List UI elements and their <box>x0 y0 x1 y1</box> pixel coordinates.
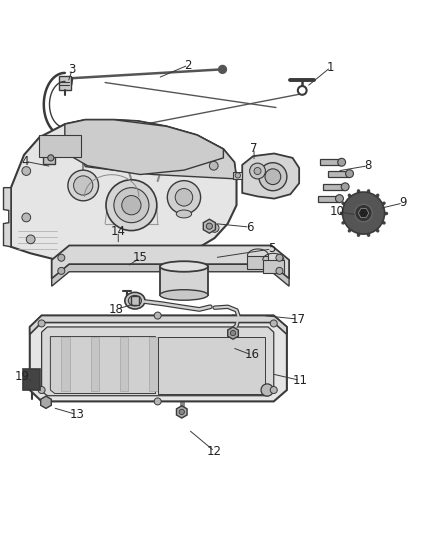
Polygon shape <box>323 184 344 190</box>
Circle shape <box>58 254 65 261</box>
Circle shape <box>58 268 65 274</box>
Polygon shape <box>358 208 369 217</box>
Ellipse shape <box>125 292 145 309</box>
Text: 13: 13 <box>69 408 84 421</box>
Circle shape <box>179 409 184 415</box>
Circle shape <box>250 163 265 179</box>
Circle shape <box>298 86 307 95</box>
Ellipse shape <box>176 210 191 218</box>
Polygon shape <box>247 255 268 269</box>
Polygon shape <box>52 264 289 286</box>
Text: 5: 5 <box>268 243 275 255</box>
Polygon shape <box>30 316 287 334</box>
Circle shape <box>265 169 281 184</box>
Circle shape <box>114 188 149 223</box>
Circle shape <box>26 235 35 244</box>
Circle shape <box>175 189 193 206</box>
Circle shape <box>68 170 99 201</box>
Polygon shape <box>91 337 99 391</box>
Circle shape <box>210 223 219 232</box>
Text: 1: 1 <box>327 61 335 74</box>
Polygon shape <box>228 327 238 339</box>
Polygon shape <box>50 336 155 393</box>
Circle shape <box>355 204 372 222</box>
Polygon shape <box>43 152 55 164</box>
Circle shape <box>235 173 240 178</box>
Circle shape <box>206 223 212 229</box>
Text: 8: 8 <box>364 159 371 172</box>
Circle shape <box>154 398 161 405</box>
Polygon shape <box>131 296 139 304</box>
Circle shape <box>276 268 283 274</box>
Circle shape <box>38 386 45 393</box>
Circle shape <box>219 66 226 74</box>
Circle shape <box>336 195 343 203</box>
Circle shape <box>346 169 353 177</box>
Polygon shape <box>120 337 128 391</box>
Circle shape <box>48 155 54 161</box>
Circle shape <box>276 254 283 261</box>
Circle shape <box>270 320 277 327</box>
Circle shape <box>261 384 273 396</box>
Circle shape <box>74 176 93 195</box>
Polygon shape <box>158 336 265 393</box>
Polygon shape <box>41 396 51 408</box>
Text: 17: 17 <box>290 312 305 326</box>
Text: 15: 15 <box>133 251 148 264</box>
Text: 9: 9 <box>399 197 407 209</box>
Text: 6: 6 <box>246 221 254 233</box>
Polygon shape <box>320 159 341 165</box>
Circle shape <box>259 163 287 191</box>
Circle shape <box>254 167 261 174</box>
Polygon shape <box>23 368 40 391</box>
Ellipse shape <box>128 295 141 306</box>
Polygon shape <box>11 120 237 262</box>
Circle shape <box>167 181 201 214</box>
Polygon shape <box>149 337 158 391</box>
Ellipse shape <box>160 261 208 272</box>
Circle shape <box>230 330 236 336</box>
Circle shape <box>22 167 31 175</box>
Polygon shape <box>65 120 237 179</box>
Circle shape <box>343 192 385 234</box>
Circle shape <box>38 320 45 327</box>
Circle shape <box>338 158 346 166</box>
Polygon shape <box>52 246 289 279</box>
Circle shape <box>122 196 141 215</box>
Text: 11: 11 <box>293 374 307 387</box>
Polygon shape <box>4 188 11 247</box>
Text: 12: 12 <box>207 445 222 458</box>
Polygon shape <box>61 337 70 391</box>
Polygon shape <box>318 196 339 201</box>
Text: 18: 18 <box>109 303 124 316</box>
Polygon shape <box>328 171 349 177</box>
Polygon shape <box>263 260 284 273</box>
Text: 14: 14 <box>111 225 126 238</box>
Text: 2: 2 <box>184 59 192 71</box>
Circle shape <box>341 183 349 191</box>
Text: 19: 19 <box>14 370 29 383</box>
Bar <box>39 135 81 157</box>
Circle shape <box>106 180 157 231</box>
Circle shape <box>154 312 161 319</box>
Text: 16: 16 <box>244 349 259 361</box>
Polygon shape <box>59 76 71 90</box>
Polygon shape <box>177 406 187 418</box>
Text: 4: 4 <box>21 155 29 168</box>
Text: 3: 3 <box>69 63 76 76</box>
Polygon shape <box>42 327 274 395</box>
Polygon shape <box>203 219 215 233</box>
Polygon shape <box>65 120 223 174</box>
Polygon shape <box>242 154 299 199</box>
Circle shape <box>270 386 277 393</box>
Text: 7: 7 <box>250 142 258 155</box>
Polygon shape <box>30 316 287 401</box>
Polygon shape <box>233 172 242 179</box>
Circle shape <box>22 213 31 222</box>
Circle shape <box>209 161 218 170</box>
Text: 10: 10 <box>330 205 345 218</box>
Ellipse shape <box>160 290 208 300</box>
Polygon shape <box>160 266 208 295</box>
